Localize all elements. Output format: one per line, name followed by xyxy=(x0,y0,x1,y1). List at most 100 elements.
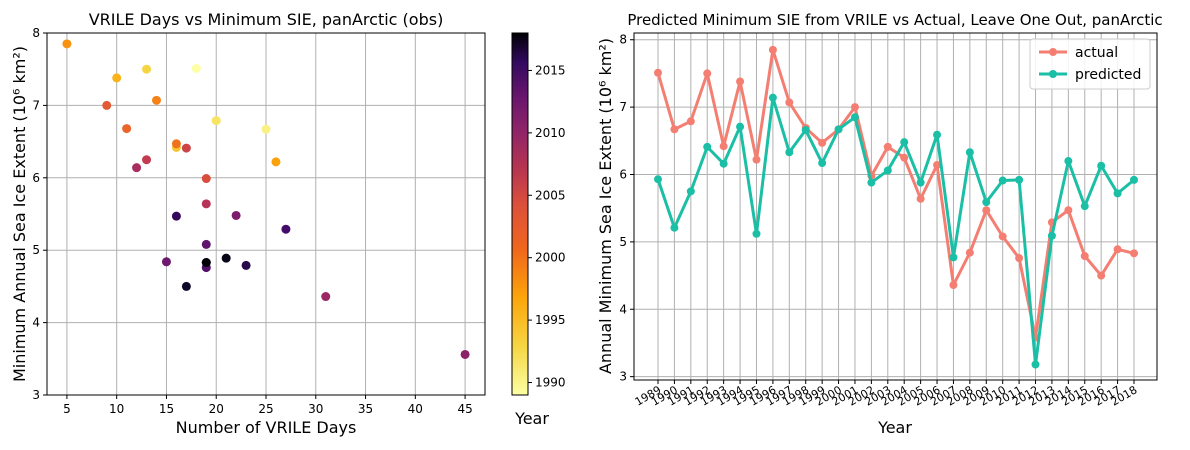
scatter-y-tick-label: 6 xyxy=(32,171,40,185)
scatter-x-tick-label: 40 xyxy=(408,402,423,416)
scatter-point xyxy=(171,139,181,149)
scatter-x-tick-label: 15 xyxy=(159,402,174,416)
line-x-axis-label: Year xyxy=(877,418,912,437)
scatter-point xyxy=(231,210,241,220)
scatter-point xyxy=(102,100,112,110)
series-point-predicted xyxy=(768,93,777,102)
scatter-point xyxy=(241,260,251,270)
scatter-point xyxy=(261,124,271,134)
series-point-actual xyxy=(654,68,662,77)
scatter-title: VRILE Days vs Minimum SIE, panArctic (ob… xyxy=(89,10,444,29)
scatter-x-tick-label: 45 xyxy=(457,402,472,416)
scatter-y-tick-label: 4 xyxy=(32,316,40,330)
series-point-predicted xyxy=(719,159,728,168)
series-point-predicted xyxy=(818,159,827,168)
line-y-tick-label: 7 xyxy=(619,100,627,114)
scatter-y-axis-label: Minimum Annual Sea Ice Extent (10⁶ km²) xyxy=(10,46,29,382)
series-point-predicted xyxy=(785,148,794,157)
scatter-x-axis-label: Number of VRILE Days xyxy=(176,418,357,437)
series-point-predicted xyxy=(834,125,843,134)
series-point-predicted xyxy=(1097,161,1106,170)
series-point-predicted xyxy=(736,122,745,131)
series-point-predicted xyxy=(1031,360,1040,369)
series-point-actual xyxy=(916,194,925,203)
series-point-predicted xyxy=(949,253,958,262)
scatter-point xyxy=(201,199,211,209)
legend-actual-label: actual xyxy=(1075,45,1118,61)
scatter-point xyxy=(171,211,181,221)
line-series xyxy=(654,45,1138,369)
colorbar-tick-label: 2010 xyxy=(535,126,566,140)
scatter-y-tick-label: 7 xyxy=(32,98,40,112)
scatter-point xyxy=(152,95,161,105)
series-point-predicted xyxy=(670,223,679,232)
line-panel: Predicted Minimum SIE from VRILE vs Actu… xyxy=(596,11,1163,437)
series-point-actual xyxy=(1064,206,1073,215)
scatter-point xyxy=(211,116,221,126)
series-point-actual xyxy=(703,69,712,78)
scatter-point xyxy=(201,174,211,184)
series-point-predicted xyxy=(1015,175,1024,184)
series-point-predicted xyxy=(1080,202,1089,211)
scatter-x-tick-label: 20 xyxy=(209,402,224,416)
series-point-actual xyxy=(818,138,827,147)
scatter-point xyxy=(132,163,142,173)
scatter-y-tick-label: 5 xyxy=(32,243,40,257)
line-ticks: 1989199019911992199319941995199619971998… xyxy=(619,33,1139,409)
scatter-point xyxy=(201,258,211,268)
scatter-y-tick-label: 8 xyxy=(32,26,40,40)
scatter-x-tick-label: 10 xyxy=(109,402,124,416)
line-plot-frame xyxy=(633,32,1158,381)
scatter-point xyxy=(460,349,470,359)
series-point-predicted xyxy=(703,142,712,151)
series-point-actual xyxy=(949,280,958,289)
colorbar-label: Year xyxy=(514,409,549,428)
series-point-predicted xyxy=(867,178,876,187)
series-point-predicted xyxy=(850,113,859,122)
series-point-actual xyxy=(1015,254,1024,263)
series-point-actual xyxy=(933,161,942,170)
colorbar-tick-label: 1995 xyxy=(535,313,566,327)
series-point-actual xyxy=(998,232,1007,241)
scatter-points xyxy=(62,39,470,359)
series-point-predicted xyxy=(686,187,695,196)
series-point-predicted xyxy=(1064,157,1073,166)
series-point-actual xyxy=(768,45,777,54)
series-point-predicted xyxy=(1130,175,1138,184)
line-legend: actual predicted xyxy=(1029,38,1151,90)
series-point-predicted xyxy=(654,175,662,184)
line-y-tick-label: 5 xyxy=(619,235,627,249)
colorbar-tick-label: 2005 xyxy=(535,188,566,202)
series-point-actual xyxy=(883,142,892,151)
series-point-actual xyxy=(752,155,761,164)
scatter-point xyxy=(62,39,72,49)
series-point-predicted xyxy=(900,138,909,147)
series-point-predicted xyxy=(998,176,1007,185)
colorbar-tick-label: 1990 xyxy=(535,376,566,390)
line-y-tick-label: 6 xyxy=(619,167,627,181)
scatter-point xyxy=(181,143,191,153)
colorbar-ticks: 1990 1995 2000 2005 2010 2015 xyxy=(528,63,566,390)
year-colorbar: 1990 1995 2000 2005 2010 2015 Year xyxy=(511,32,566,428)
series-point-predicted xyxy=(965,148,974,157)
series-point-actual xyxy=(670,125,679,134)
series-point-actual xyxy=(982,206,991,215)
series-point-predicted xyxy=(933,130,942,139)
series-point-predicted xyxy=(883,166,892,175)
series-point-predicted xyxy=(752,229,761,238)
series-point-actual xyxy=(719,142,728,151)
series-point-actual xyxy=(736,77,745,86)
scatter-point xyxy=(112,73,122,83)
scatter-x-tick-label: 5 xyxy=(63,402,71,416)
series-point-actual xyxy=(965,248,974,257)
series-point-actual xyxy=(785,98,794,107)
scatter-point xyxy=(142,64,152,74)
legend-predicted-label: predicted xyxy=(1075,67,1141,83)
scatter-point xyxy=(181,281,191,291)
colorbar-gradient xyxy=(511,32,529,396)
legend-actual-marker xyxy=(1049,48,1057,56)
series-point-actual xyxy=(686,117,695,126)
colorbar-tick-label: 2000 xyxy=(535,251,566,265)
